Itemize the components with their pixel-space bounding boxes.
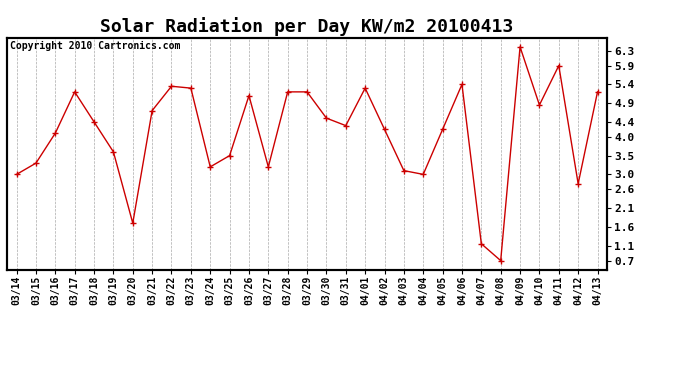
Title: Solar Radiation per Day KW/m2 20100413: Solar Radiation per Day KW/m2 20100413 <box>101 17 513 36</box>
Text: Copyright 2010 Cartronics.com: Copyright 2010 Cartronics.com <box>10 41 180 51</box>
